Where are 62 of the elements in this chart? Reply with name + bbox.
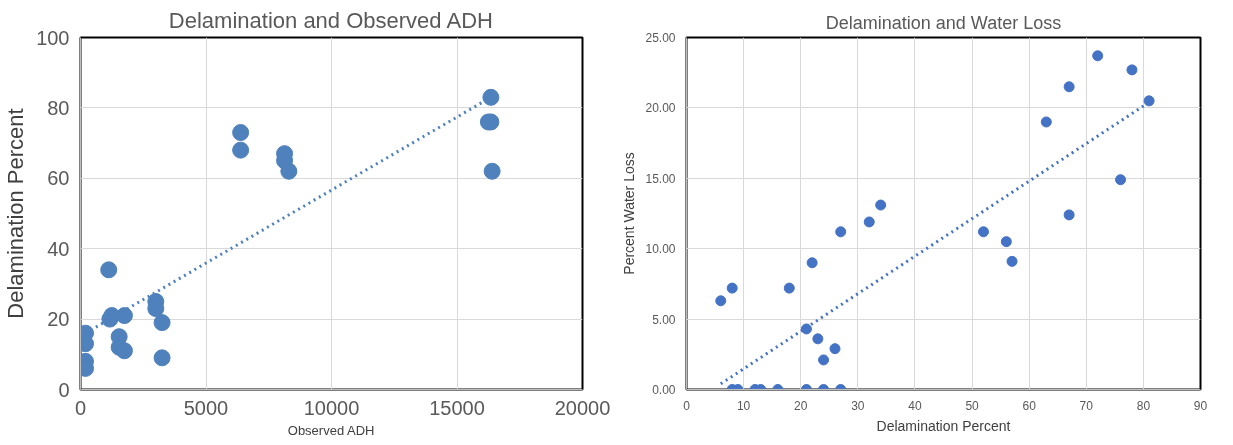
point (875, 199, 887, 211)
point (232, 141, 250, 159)
point (232, 124, 250, 142)
point (715, 295, 727, 307)
y-tick-label: 20.00 (645, 101, 676, 116)
point (806, 257, 818, 269)
y-axis-title: Delamination Percent (3, 108, 29, 319)
x-tick-label: 30 (851, 398, 865, 413)
y-tick-label: 25.00 (645, 31, 676, 45)
x-tick-label: 20 (794, 398, 808, 413)
y-tick-label: 40 (47, 237, 70, 260)
x-tick-label: 15000 (429, 396, 485, 419)
point (977, 226, 989, 238)
point (783, 282, 795, 294)
point (483, 162, 501, 180)
x-tick-label: 60 (1022, 398, 1037, 413)
x-tick-label: 70 (1079, 398, 1094, 413)
point (863, 216, 875, 228)
point (1126, 64, 1138, 76)
point (829, 343, 841, 355)
point (800, 323, 812, 335)
x-tick-label: 0 (74, 396, 87, 419)
point (153, 349, 171, 367)
point (1000, 236, 1012, 248)
y-tick-label: 20 (47, 308, 70, 331)
chart-title: Delamination and Water Loss (825, 12, 1062, 33)
x-tick-label: 10 (736, 398, 751, 413)
x-tick-label: 50 (965, 398, 980, 413)
x-tick-label: 20000 (554, 396, 611, 419)
point (153, 314, 171, 332)
x-tick-label: 90 (1193, 398, 1208, 413)
point (1063, 81, 1075, 93)
x-tick-label: 0 (683, 398, 691, 413)
y-tick-label: 60 (47, 167, 70, 190)
y-tick-label: 10.00 (645, 242, 676, 257)
y-tick-label: 5.00 (652, 312, 676, 327)
point (482, 88, 500, 106)
point (1092, 50, 1104, 62)
point (280, 162, 298, 180)
x-tick-label: 5000 (183, 396, 229, 419)
x-axis-title: Observed ADH (287, 422, 375, 438)
point (812, 333, 824, 345)
point (1143, 95, 1155, 107)
x-axis-title: Delamination Percent (876, 417, 1011, 434)
point (100, 261, 118, 279)
y-tick-label: 80 (47, 96, 70, 119)
chart-title: Delamination and Observed ADH (168, 7, 493, 33)
point (115, 342, 133, 360)
point (818, 354, 830, 366)
point (1063, 209, 1075, 221)
y-tick-label: 15.00 (645, 171, 676, 186)
x-tick-label: 80 (1136, 398, 1151, 413)
point (835, 226, 847, 238)
point (1040, 116, 1052, 128)
x-tick-label: 10000 (303, 396, 360, 419)
y-axis-title: Percent Water Loss (621, 152, 638, 275)
y-tick-label: 100 (36, 26, 70, 49)
y-tick-label: 0.00 (652, 383, 676, 397)
x-tick-label: 40 (908, 398, 922, 413)
point (1006, 255, 1018, 267)
point (1115, 174, 1127, 186)
point (726, 282, 738, 294)
